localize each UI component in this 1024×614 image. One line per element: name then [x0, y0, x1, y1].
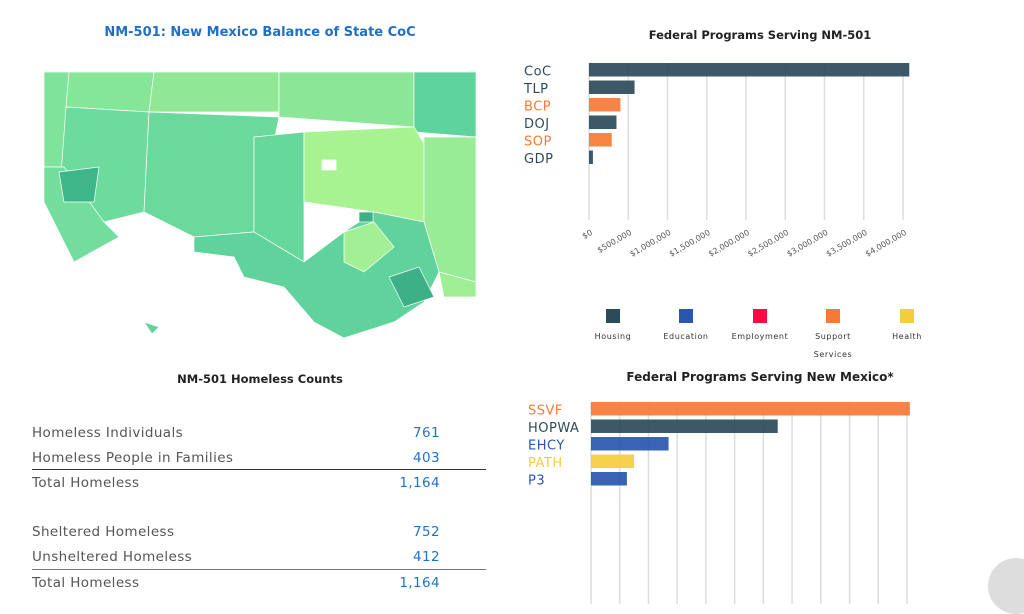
count-value: 752 [413, 524, 440, 540]
legend-swatch [606, 309, 620, 323]
map-region [358, 211, 374, 223]
count-label: Total Homeless [32, 475, 140, 491]
chart1-title: Federal Programs Serving NM-501 [648, 28, 872, 42]
legend-label: Housing [595, 332, 632, 341]
legend-label: Health [892, 332, 922, 341]
count-row: Homeless Individuals 761 [32, 421, 486, 445]
divider [32, 569, 486, 570]
category-label: HOPWA [528, 421, 579, 436]
x-tick-label: $0 [581, 228, 594, 241]
map-region [321, 159, 337, 171]
category-label: BCP [524, 100, 551, 115]
count-value: 761 [413, 425, 440, 441]
bar-p3 [591, 472, 627, 486]
category-label: GDP [524, 152, 553, 167]
map-region [438, 271, 476, 298]
scroll-top-button[interactable] [988, 558, 1024, 614]
map-region [388, 266, 435, 308]
map-title: NM-501: New Mexico Balance of State CoC [104, 25, 416, 40]
bar-coc [589, 63, 910, 77]
category-label: P3 [528, 474, 545, 489]
count-label: Unsheltered Homeless [32, 549, 193, 565]
bar-sop [589, 133, 612, 147]
legend-swatch [679, 309, 693, 323]
x-tick-label: $3,000,000 [785, 228, 829, 259]
count-value: 1,164 [399, 575, 440, 591]
bar-ssvf [591, 402, 910, 416]
x-tick-label: $1,500,000 [668, 228, 712, 259]
bar-path [591, 454, 635, 468]
x-tick-label: $4,000,000 [864, 228, 908, 259]
legend-label: Support [815, 332, 851, 341]
category-label: SSVF [528, 404, 563, 419]
category-label: PATH [528, 456, 563, 471]
chart2-title: Federal Programs Serving New Mexico* [626, 370, 894, 384]
legend-swatch [900, 309, 914, 323]
count-row-total: Total Homeless 1,164 [32, 471, 486, 495]
category-label: EHCY [528, 439, 565, 454]
divider [32, 469, 486, 470]
count-row: Unsheltered Homeless 412 [32, 545, 486, 569]
legend-label: Education [663, 332, 708, 341]
legend-swatch [753, 309, 767, 323]
category-label: DOJ [524, 117, 550, 132]
legend-swatch [826, 309, 840, 323]
map-region [343, 221, 395, 273]
map-region [58, 166, 100, 203]
bar-hopwa [591, 419, 778, 433]
count-value: 1,164 [399, 475, 440, 491]
x-tick-label: $1,000,000 [628, 228, 672, 259]
x-tick-label: $3,500,000 [825, 228, 869, 259]
map-region [413, 72, 476, 138]
map-region [143, 321, 160, 335]
bar-tlp [589, 80, 635, 94]
map-region [65, 72, 155, 113]
count-label: Total Homeless [32, 575, 140, 591]
legend-label: Services [814, 350, 853, 359]
chart-newmexico-programs: $0000000000000000000000000000000000SSVFH… [528, 402, 910, 604]
count-row-total: Total Homeless 1,164 [32, 571, 486, 595]
count-value: 403 [413, 450, 440, 466]
count-value: 412 [413, 549, 440, 565]
bar-ehcy [591, 437, 669, 451]
category-label: SOP [524, 135, 552, 150]
coc-map[interactable] [44, 72, 476, 338]
count-label: Sheltered Homeless [32, 524, 175, 540]
bar-doj [589, 115, 617, 129]
count-row: Homeless People in Families 403 [32, 446, 486, 470]
count-row: Sheltered Homeless 752 [32, 520, 486, 544]
category-label: TLP [523, 82, 549, 97]
count-label: Homeless People in Families [32, 450, 234, 466]
bar-bcp [589, 98, 621, 112]
map-region [278, 72, 415, 128]
x-tick-label: $2,500,000 [746, 228, 790, 259]
map-region [303, 126, 430, 223]
legend-label: Employment [732, 332, 789, 341]
chart-nm501-programs: $0 $500,000$1,000,000$1,500,000$2,000,000… [523, 63, 922, 359]
map-region [148, 72, 280, 113]
count-label: Homeless Individuals [32, 425, 184, 441]
x-tick-label: $2,000,000 [707, 228, 751, 259]
category-label: CoC [524, 65, 552, 80]
counts-title: NM-501 Homeless Counts [177, 372, 343, 386]
bar-gdp [589, 150, 593, 164]
